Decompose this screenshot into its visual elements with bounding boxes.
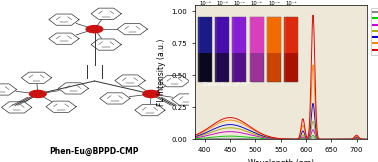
Circle shape (143, 90, 160, 98)
X-axis label: Wavelength (nm): Wavelength (nm) (248, 158, 314, 162)
Text: Phen-Eu@BPPD-CMP: Phen-Eu@BPPD-CMP (50, 146, 139, 156)
Y-axis label: FL Intensity (a.u.): FL Intensity (a.u.) (157, 38, 166, 106)
Legend: Blank, 10⁻⁷, 10⁻⁶, 10⁻⁵, 10⁻⁴, 10⁻³, 10⁻²: Blank, 10⁻⁷, 10⁻⁶, 10⁻⁵, 10⁻⁴, 10⁻³, 10⁻… (371, 8, 378, 55)
Circle shape (86, 26, 103, 33)
Circle shape (29, 90, 46, 98)
